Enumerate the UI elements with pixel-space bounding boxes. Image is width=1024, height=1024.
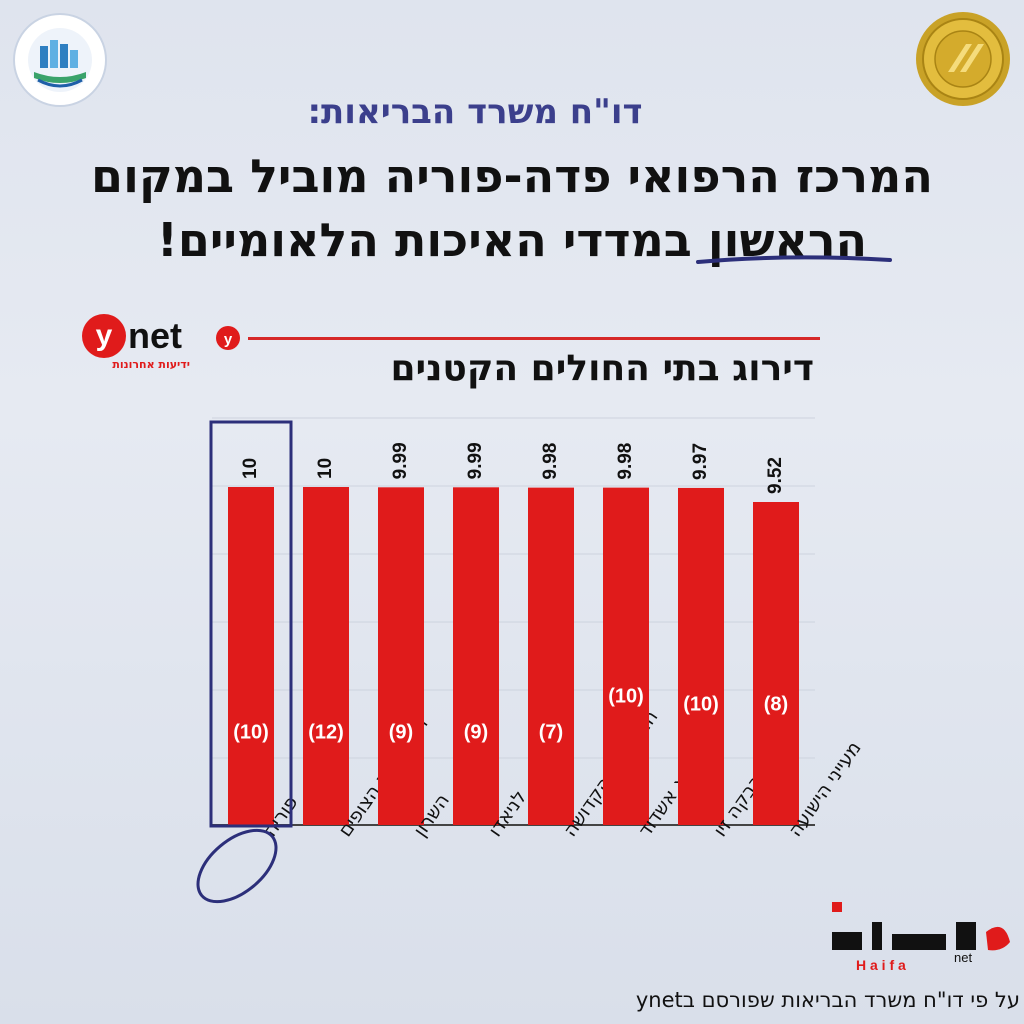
chart-title: דירוג בתי החולים הקטנים	[390, 348, 814, 389]
bar	[753, 502, 799, 825]
joint-commission-seal-icon	[916, 12, 1010, 106]
footer-source-note: על פי דו"ח משרד הבריאות שפורסם בynet	[635, 988, 1020, 1012]
headline-underline	[696, 255, 892, 264]
report-title: דו"ח משרד הבריאות:	[307, 92, 643, 132]
bar	[528, 487, 574, 825]
bar-rank-label: (9)	[464, 721, 488, 743]
ynet-divider-line	[248, 337, 820, 340]
svg-text:y: y	[224, 331, 233, 348]
bar-value-label: 9.52	[765, 457, 786, 494]
bar-value-label: 10	[315, 458, 336, 479]
bar-rank-label: (10)	[608, 685, 644, 707]
bar-rank-label: (9)	[389, 721, 413, 743]
ynet-logo: y net ידיעות אחרונות y	[82, 314, 240, 371]
bar-rank-label: (7)	[539, 721, 563, 743]
svg-text:net: net	[954, 950, 972, 965]
bar-rank-label: (10)	[233, 721, 269, 743]
bar	[303, 487, 349, 825]
bar	[678, 487, 724, 825]
svg-text:y: y	[96, 319, 113, 352]
bar-value-label: 9.99	[390, 442, 411, 479]
haifa-net-logo: H a i f a net	[832, 902, 1010, 973]
highlight-ellipse	[196, 828, 278, 904]
bar-value-label: 9.99	[465, 442, 486, 479]
headline-line-1: המרכז הרפואי פדה-פוריה מוביל במקום	[91, 149, 933, 203]
bar-rank-label: (8)	[764, 693, 788, 715]
hospital-logo	[13, 13, 107, 107]
bar	[378, 487, 424, 825]
bar-rank-label: (12)	[308, 721, 344, 743]
highlight-box	[209, 420, 293, 828]
bar	[228, 487, 274, 825]
ynet-sub-label: ידיעות אחרונות	[112, 358, 190, 371]
bar	[453, 487, 499, 825]
svg-text:H a i f a: H a i f a	[856, 957, 906, 973]
bar	[603, 487, 649, 825]
bar-value-label: 9.98	[615, 443, 636, 480]
bar-rank-label: (10)	[683, 693, 719, 715]
bar-value-label: 10	[240, 458, 261, 479]
bar-value-label: 9.98	[540, 443, 561, 480]
bar-value-label: 9.97	[690, 443, 711, 480]
svg-text:net: net	[128, 315, 182, 356]
